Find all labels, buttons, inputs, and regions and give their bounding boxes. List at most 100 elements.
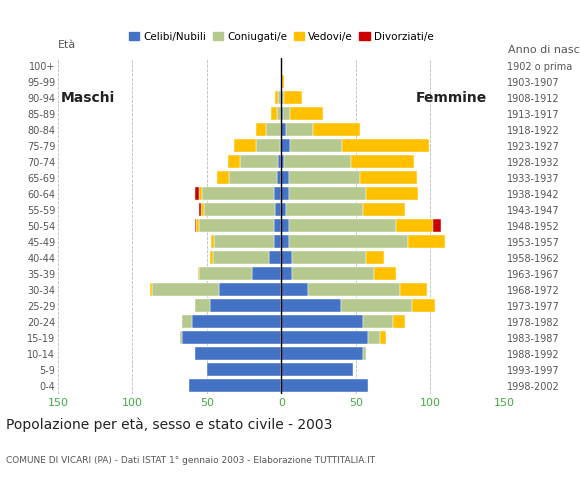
Bar: [219, 283, 281, 296]
Bar: [374, 267, 396, 280]
Bar: [289, 219, 396, 232]
Bar: [200, 267, 252, 280]
Bar: [198, 267, 200, 280]
Bar: [213, 251, 269, 264]
Bar: [284, 91, 302, 105]
Bar: [433, 219, 441, 232]
Bar: [197, 219, 200, 232]
Bar: [286, 123, 313, 136]
Text: Popolazione per età, sesso e stato civile - 2003: Popolazione per età, sesso e stato civil…: [6, 418, 332, 432]
Bar: [360, 171, 417, 184]
Bar: [281, 347, 363, 360]
Bar: [281, 187, 289, 201]
Bar: [281, 203, 286, 216]
Bar: [266, 123, 281, 136]
Bar: [211, 235, 215, 249]
Text: Femmine: Femmine: [415, 91, 487, 105]
Bar: [308, 283, 400, 296]
Bar: [276, 91, 278, 105]
Bar: [202, 187, 274, 201]
Bar: [207, 363, 281, 376]
Bar: [274, 235, 281, 249]
Bar: [363, 203, 405, 216]
Legend: Celibi/Nubili, Coniugati/e, Vedovi/e, Divorziati/e: Celibi/Nubili, Coniugati/e, Vedovi/e, Di…: [125, 27, 438, 46]
Bar: [281, 379, 368, 393]
Bar: [234, 139, 256, 153]
Bar: [393, 315, 405, 328]
Bar: [180, 331, 182, 345]
Bar: [210, 299, 281, 312]
Bar: [277, 171, 281, 184]
Bar: [281, 283, 308, 296]
Bar: [150, 283, 152, 296]
Text: Anno di nascita: Anno di nascita: [508, 45, 580, 55]
Bar: [276, 203, 281, 216]
Bar: [292, 251, 366, 264]
Bar: [215, 235, 274, 249]
Bar: [200, 219, 274, 232]
Bar: [195, 219, 197, 232]
Bar: [201, 203, 204, 216]
Bar: [200, 203, 201, 216]
Bar: [189, 379, 281, 393]
Bar: [289, 235, 408, 249]
Bar: [281, 155, 284, 168]
Bar: [252, 267, 281, 280]
Bar: [281, 107, 283, 120]
Bar: [379, 331, 386, 345]
Bar: [182, 315, 192, 328]
Bar: [278, 91, 281, 105]
Bar: [313, 123, 360, 136]
Bar: [182, 331, 281, 345]
Bar: [363, 347, 366, 360]
Bar: [289, 187, 366, 201]
Bar: [366, 187, 418, 201]
Bar: [284, 155, 351, 168]
Bar: [283, 107, 290, 120]
Bar: [281, 315, 363, 328]
Bar: [210, 251, 213, 264]
Bar: [278, 155, 281, 168]
Bar: [408, 235, 445, 249]
Bar: [281, 363, 353, 376]
Bar: [412, 299, 434, 312]
Bar: [204, 203, 276, 216]
Text: Maschi: Maschi: [61, 91, 115, 105]
Bar: [400, 283, 427, 296]
Text: COMUNE DI VICARI (PA) - Dati ISTAT 1° gennaio 2003 - Elaborazione TUTTITALIA.IT: COMUNE DI VICARI (PA) - Dati ISTAT 1° ge…: [6, 456, 375, 465]
Bar: [195, 187, 200, 201]
Bar: [281, 219, 289, 232]
Bar: [256, 139, 280, 153]
Bar: [281, 139, 290, 153]
Bar: [290, 139, 342, 153]
Bar: [341, 299, 412, 312]
Bar: [281, 299, 341, 312]
Bar: [281, 171, 289, 184]
Bar: [280, 139, 281, 153]
Bar: [271, 107, 277, 120]
Bar: [281, 91, 284, 105]
Bar: [229, 171, 277, 184]
Bar: [281, 251, 292, 264]
Bar: [281, 267, 292, 280]
Bar: [269, 251, 281, 264]
Text: Età: Età: [58, 40, 76, 49]
Bar: [281, 235, 289, 249]
Bar: [366, 251, 384, 264]
Bar: [274, 187, 281, 201]
Bar: [277, 107, 281, 120]
Bar: [292, 267, 374, 280]
Bar: [396, 219, 433, 232]
Bar: [274, 219, 281, 232]
Bar: [351, 155, 414, 168]
Bar: [218, 171, 229, 184]
Bar: [195, 347, 281, 360]
Bar: [342, 139, 429, 153]
Bar: [368, 331, 379, 345]
Bar: [286, 203, 363, 216]
Bar: [240, 155, 278, 168]
Bar: [228, 155, 240, 168]
Bar: [152, 283, 219, 296]
Bar: [281, 75, 284, 88]
Bar: [195, 299, 210, 312]
